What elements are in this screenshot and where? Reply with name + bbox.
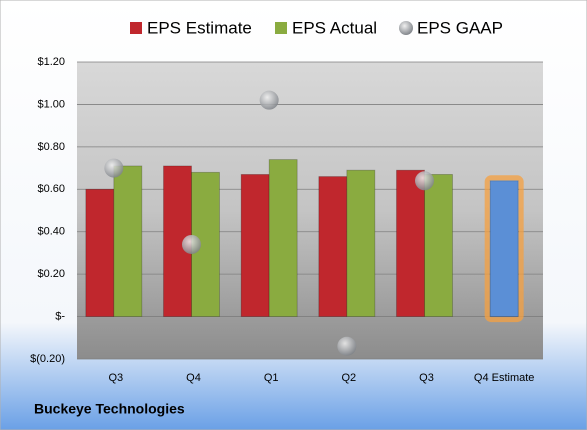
legend-swatch (399, 21, 413, 35)
bar (424, 174, 453, 317)
bar (346, 169, 376, 317)
y-tick-label: $0.20 (37, 268, 65, 280)
x-tick-label: Q2 (341, 372, 356, 384)
legend-label: EPS GAAP (417, 18, 503, 37)
bar (318, 176, 348, 317)
bar (240, 174, 270, 317)
bar (85, 188, 115, 317)
y-tick-label: $1.00 (37, 98, 65, 110)
gaap-marker (182, 234, 201, 254)
bar (268, 159, 298, 317)
y-tick-label: $- (55, 310, 65, 322)
y-tick-label: $1.20 (37, 56, 65, 68)
footer: Buckeye Technologies (34, 401, 185, 417)
bar (191, 171, 220, 317)
bar (396, 169, 425, 317)
estimate-bar (489, 180, 519, 317)
legend-swatch (275, 22, 287, 34)
legend-label: EPS Actual (292, 18, 377, 37)
gaap-marker (337, 336, 357, 356)
legend-swatch (130, 22, 142, 34)
y-tick-label: $0.80 (37, 141, 65, 153)
y-tick-label: $0.40 (37, 226, 65, 238)
x-tick-label: Q4 (186, 372, 201, 384)
gaap-marker (104, 158, 124, 178)
estimate-glow (484, 175, 524, 323)
gaap-marker (415, 171, 434, 191)
x-tick-label: Q3 (419, 372, 434, 384)
y-tick-label: $(0.20) (30, 353, 65, 365)
x-tick-label: Q1 (264, 372, 279, 384)
y-tick-label: $0.60 (37, 183, 65, 195)
legend-label: EPS Estimate (147, 18, 252, 37)
bar (113, 165, 143, 317)
x-tick-label: Q4 Estimate (474, 372, 535, 384)
gaap-marker (259, 90, 279, 110)
x-tick-label: Q3 (108, 372, 123, 384)
plot-area (77, 62, 543, 359)
